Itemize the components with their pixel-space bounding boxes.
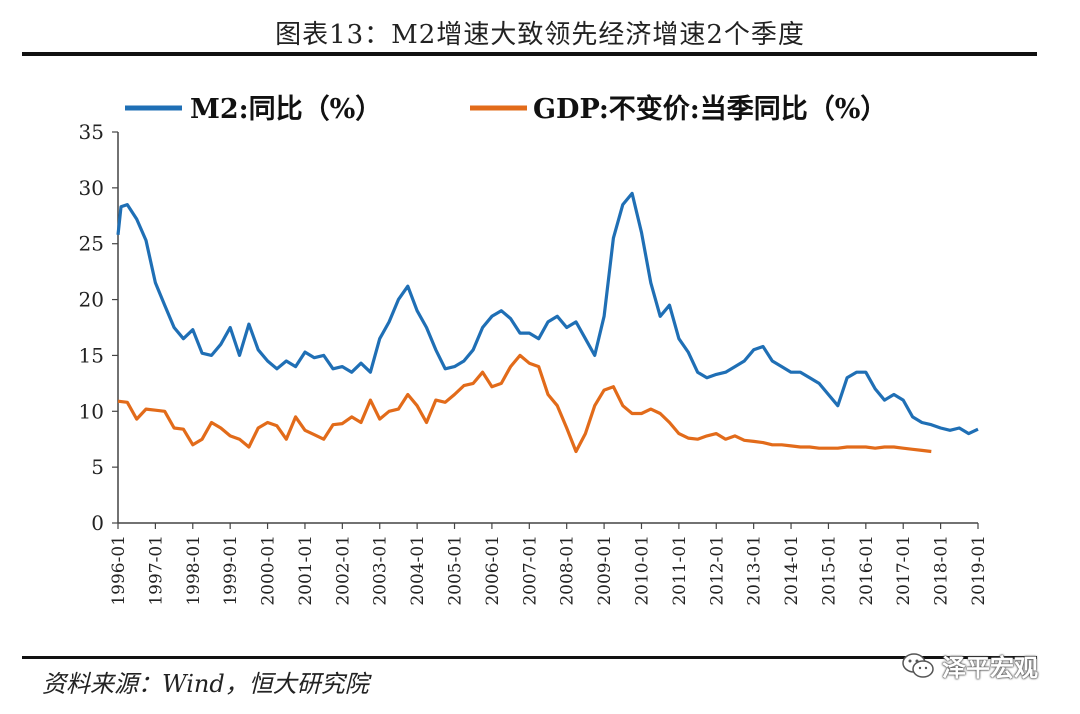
x-tick-label: 2001-01 bbox=[296, 535, 316, 606]
x-tick-label: 2013-01 bbox=[745, 535, 765, 606]
x-tick-label: 2016-01 bbox=[857, 535, 877, 606]
x-tick-label: 2002-01 bbox=[333, 535, 353, 606]
plot-lines bbox=[116, 191, 979, 454]
series-gdp-line bbox=[117, 353, 932, 454]
watermark-text: 泽平宏观 bbox=[942, 654, 1038, 682]
y-tick-label: 5 bbox=[91, 455, 104, 479]
x-tick-label: 2004-01 bbox=[408, 535, 428, 606]
x-tick-label: 2011-01 bbox=[670, 535, 690, 606]
x-tick-label: 2008-01 bbox=[558, 535, 578, 606]
x-tick-label: 1997-01 bbox=[146, 535, 166, 606]
wechat-icon bbox=[902, 652, 934, 678]
x-axis: 1996-01 1997-01 1998-01 1999-01 2000-01 2001-… bbox=[109, 522, 989, 606]
x-tick-label: 2014-01 bbox=[782, 535, 802, 606]
x-tick-label: 2003-01 bbox=[371, 535, 391, 606]
x-tick-label: 2005-01 bbox=[446, 535, 466, 606]
chart-title: 图表13：M2增速大致领先经济增速2个季度 bbox=[275, 20, 805, 50]
y-tick-label: 35 bbox=[79, 120, 104, 144]
source-note: 资料来源：Wind，恒大研究院 bbox=[42, 670, 369, 698]
x-tick-label: 2019-01 bbox=[969, 535, 989, 606]
top-rule bbox=[22, 52, 1037, 56]
y-tick-label: 10 bbox=[79, 399, 104, 423]
y-tick-label: 20 bbox=[79, 288, 104, 312]
legend: M2:同比（%） GDP:不变价:当季同比（%） bbox=[125, 93, 887, 125]
x-tick-label: 2010-01 bbox=[632, 535, 652, 606]
x-tick-label: 2015-01 bbox=[819, 535, 839, 606]
x-tick-label: 2007-01 bbox=[520, 535, 540, 606]
x-tick-label: 1996-01 bbox=[109, 535, 129, 606]
y-axis: 0 5 10 15 20 25 30 35 bbox=[79, 120, 119, 535]
legend-label: GDP:不变价:当季同比（%） bbox=[533, 93, 887, 125]
legend-label: M2:同比（%） bbox=[190, 94, 382, 125]
x-tick-label: 2006-01 bbox=[483, 535, 503, 606]
series-m2-line bbox=[116, 191, 979, 436]
bottom-rule bbox=[22, 656, 1037, 659]
x-tick-label: 2009-01 bbox=[595, 535, 615, 606]
y-tick-label: 15 bbox=[79, 343, 104, 367]
x-tick-label: 2012-01 bbox=[707, 535, 727, 606]
y-tick-label: 25 bbox=[79, 232, 104, 256]
x-tick-label: 2017-01 bbox=[894, 535, 914, 606]
y-tick-label: 0 bbox=[91, 511, 104, 535]
x-tick-label: 2018-01 bbox=[932, 535, 952, 606]
x-tick-label: 1998-01 bbox=[184, 535, 204, 606]
y-tick-label: 30 bbox=[79, 176, 104, 200]
x-tick-label: 1999-01 bbox=[221, 535, 241, 606]
watermark: 泽平宏观 bbox=[900, 648, 1038, 683]
x-tick-label: 2000-01 bbox=[259, 535, 279, 606]
line-chart: M2:同比（%） GDP:不变价:当季同比（%） 0 5 10 15 20 25 30 35 1… bbox=[79, 93, 989, 606]
